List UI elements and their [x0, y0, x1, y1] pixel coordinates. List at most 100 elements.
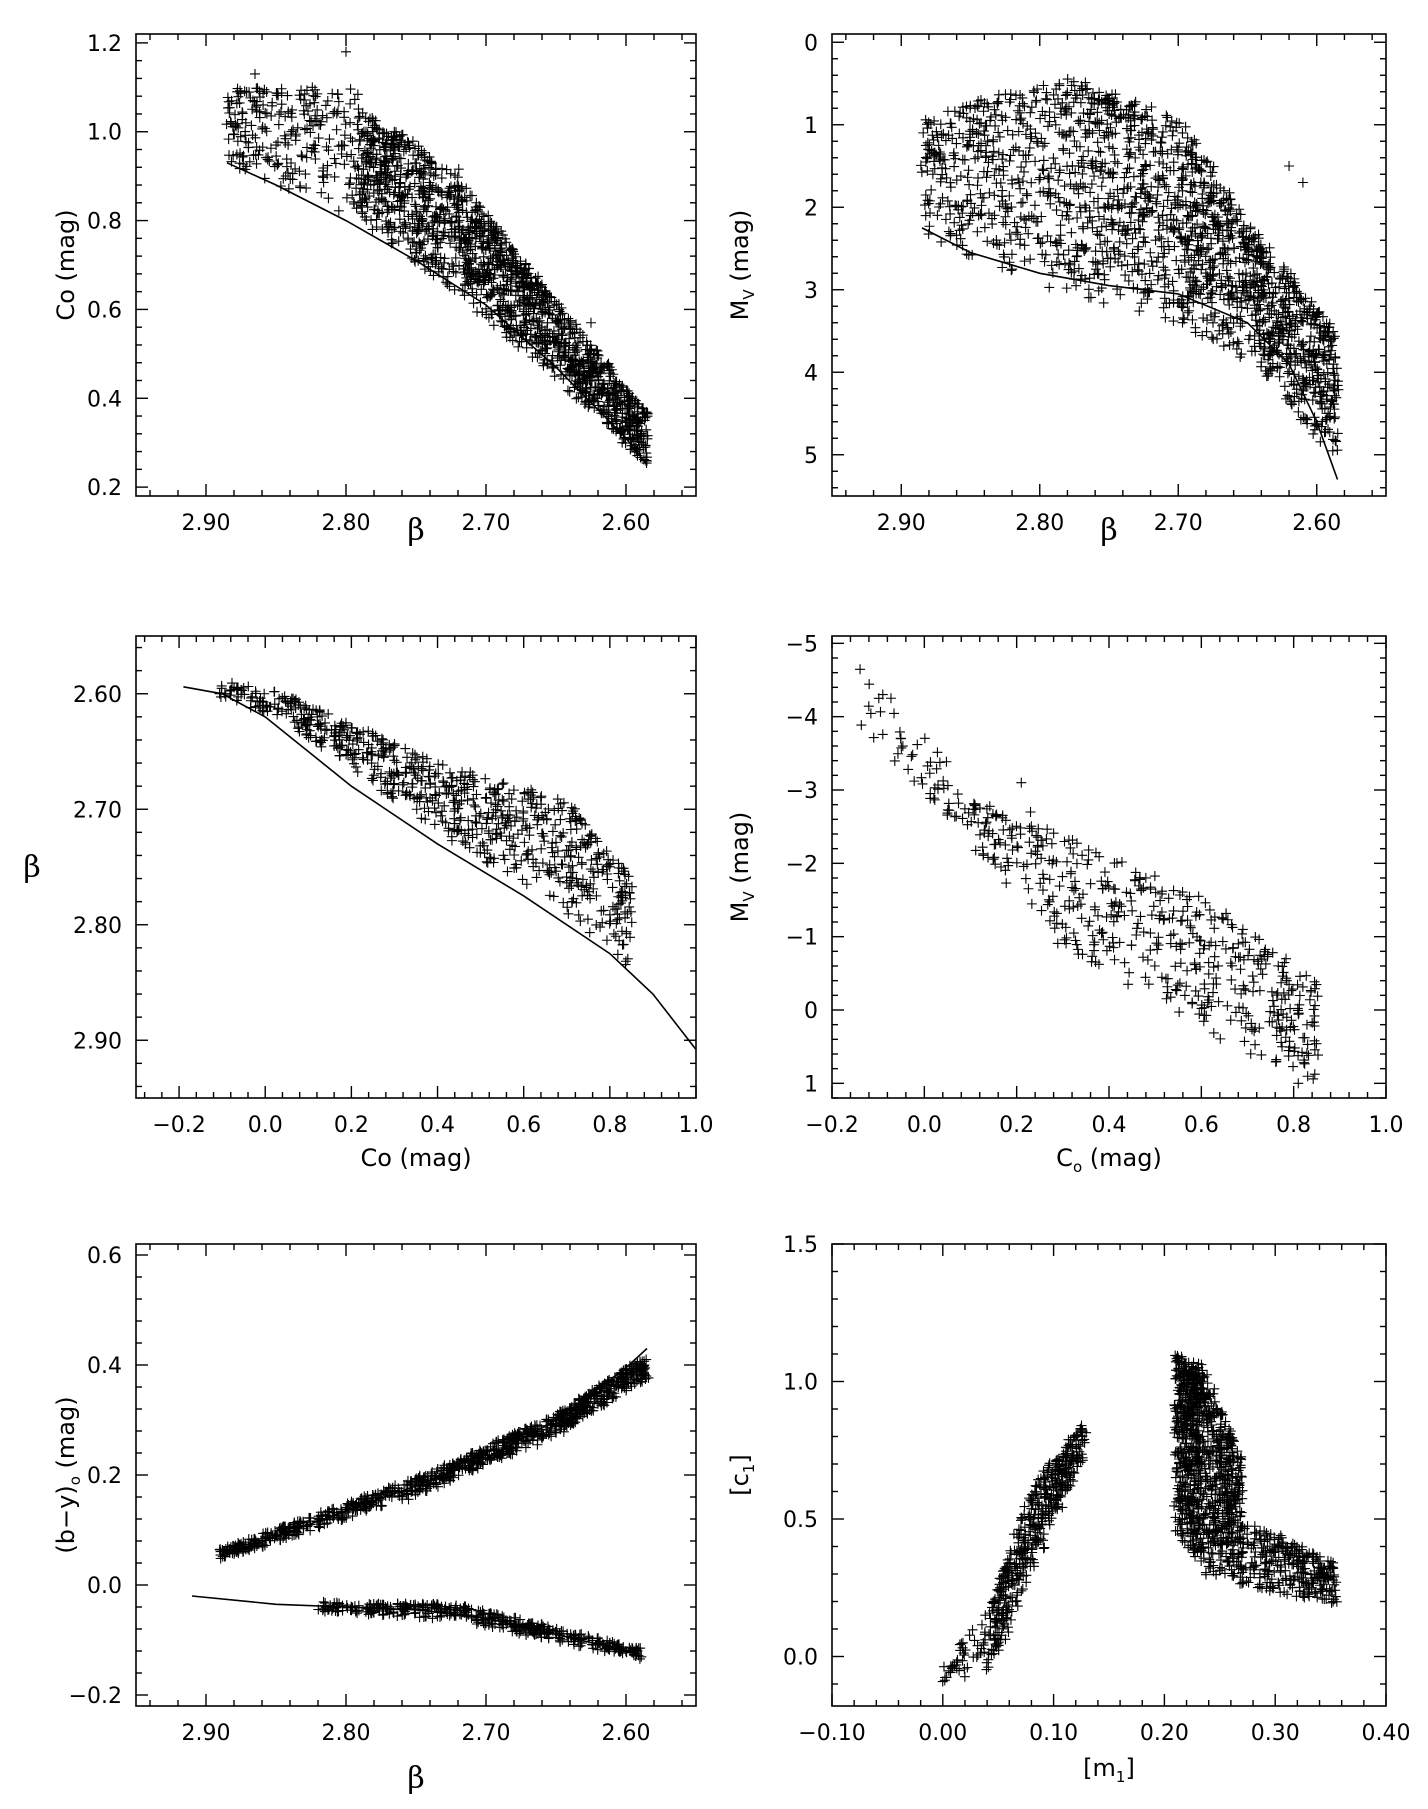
- data-point: [1150, 173, 1161, 184]
- data-point: [366, 143, 377, 154]
- data-point: [283, 139, 294, 150]
- x-tick-label: 0.0: [907, 1113, 942, 1138]
- data-point: [388, 139, 399, 150]
- data-point: [1234, 204, 1245, 215]
- data-point: [294, 181, 305, 192]
- data-point: [1245, 222, 1256, 233]
- data-point: [1085, 292, 1096, 303]
- data-point: [391, 134, 402, 145]
- data-point: [571, 824, 582, 835]
- data-point: [386, 201, 397, 212]
- data-point: [466, 190, 477, 201]
- data-point: [1102, 253, 1113, 264]
- data-point: [954, 212, 965, 223]
- data-point: [945, 182, 956, 193]
- data-point: [504, 801, 515, 812]
- data-point: [308, 90, 319, 101]
- data-point: [1152, 274, 1163, 285]
- data-point: [586, 317, 596, 328]
- y-tick-label: 3: [804, 279, 818, 304]
- data-point: [429, 210, 440, 221]
- data-point: [943, 798, 954, 809]
- x-tick-label: 1.0: [1369, 1113, 1404, 1138]
- data-point: [254, 145, 265, 156]
- data-point: [1119, 172, 1130, 183]
- y-axis-title-main: M: [726, 902, 754, 923]
- data-point: [312, 88, 323, 99]
- data-point: [1198, 221, 1209, 232]
- data-point: [365, 113, 376, 124]
- data-point: [365, 157, 376, 168]
- data-point: [344, 179, 355, 190]
- data-point: [416, 243, 427, 254]
- data-point: [981, 172, 992, 183]
- data-point: [1330, 435, 1341, 446]
- data-point: [261, 108, 272, 119]
- data-point: [460, 837, 471, 848]
- data-point: [1153, 212, 1164, 223]
- data-point: [1083, 145, 1094, 156]
- y-tick-label: 1.2: [87, 32, 122, 57]
- data-point: [998, 249, 1009, 260]
- data-point: [379, 161, 390, 172]
- data-point: [359, 192, 370, 203]
- y-tick-label: 2.60: [73, 683, 122, 708]
- data-point: [531, 872, 542, 883]
- data-point: [310, 113, 321, 124]
- data-point: [272, 159, 283, 170]
- data-point: [1233, 338, 1244, 349]
- data-point: [407, 225, 418, 236]
- y-tick-label: 0: [804, 999, 818, 1024]
- data-point: [975, 209, 986, 220]
- data-point: [916, 167, 927, 178]
- plot-frame: [135, 33, 697, 497]
- data-point: [586, 854, 597, 865]
- data-point: [320, 100, 331, 111]
- data-point: [1155, 137, 1166, 148]
- data-point: [409, 178, 420, 189]
- data-point: [235, 131, 246, 142]
- data-point: [1106, 214, 1117, 225]
- data-point: [1159, 293, 1170, 304]
- data-point: [907, 749, 918, 760]
- data-point: [538, 831, 549, 842]
- data-point: [1000, 89, 1011, 100]
- data-point: [333, 141, 344, 152]
- data-point: [287, 174, 298, 185]
- data-point: [398, 777, 409, 788]
- y-tick-label: 0: [804, 31, 818, 56]
- data-point: [339, 106, 350, 117]
- data-point: [481, 818, 492, 829]
- data-point: [547, 847, 558, 858]
- data-point: [1051, 918, 1062, 929]
- data-point: [1092, 229, 1103, 240]
- data-point: [1329, 413, 1340, 424]
- data-point: [1128, 171, 1139, 182]
- data-point: [1099, 236, 1110, 247]
- data-point: [1015, 234, 1026, 245]
- y-tick-label: 2.70: [73, 798, 122, 823]
- data-point: [976, 200, 987, 211]
- data-point: [353, 163, 364, 174]
- data-point: [313, 133, 324, 144]
- data-point: [1063, 245, 1074, 256]
- data-point: [282, 90, 293, 101]
- x-axis-title: Co (mag): [360, 1144, 471, 1172]
- data-point: [365, 180, 376, 191]
- data-point: [410, 201, 421, 212]
- data-point: [385, 145, 396, 156]
- data-point: [492, 784, 503, 795]
- data-point: [400, 743, 411, 754]
- data-point: [889, 708, 900, 719]
- data-point: [231, 149, 242, 160]
- data-point: [952, 789, 963, 800]
- data-point: [386, 768, 397, 779]
- data-point: [980, 120, 991, 131]
- data-point: [537, 828, 548, 839]
- data-point: [411, 228, 422, 239]
- data-point: [1317, 403, 1328, 414]
- data-point: [244, 87, 255, 98]
- data-point: [380, 179, 391, 190]
- data-point: [356, 128, 367, 139]
- data-point: [1171, 255, 1182, 266]
